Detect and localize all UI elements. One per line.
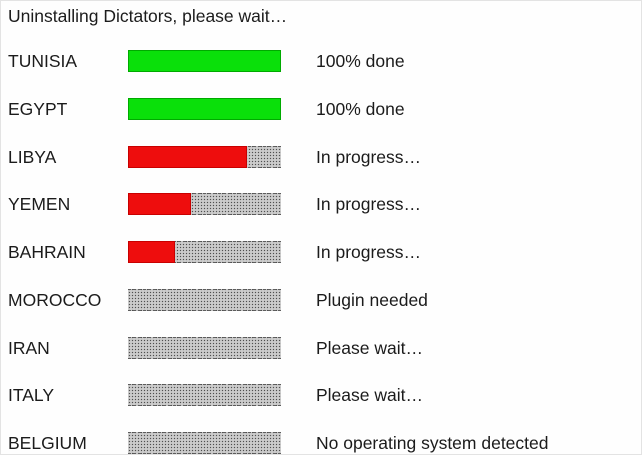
status-text: In progress… — [316, 194, 422, 215]
progress-bar-fill — [128, 193, 191, 216]
country-label: MOROCCO — [8, 289, 102, 310]
progress-bar — [128, 241, 281, 263]
progress-bar — [128, 288, 281, 311]
status-text: In progress… — [316, 146, 422, 167]
progress-row: ITALY Please wait… — [0, 384, 642, 407]
progress-bar-fill — [128, 50, 281, 72]
country-label: BAHRAIN — [8, 242, 86, 262]
progress-row: MOROCCO Plugin needed — [0, 288, 642, 311]
country-label: ITALY — [8, 385, 55, 406]
progress-bar — [128, 384, 281, 407]
page-title: Uninstalling Dictators, please wait… — [8, 6, 288, 26]
progress-row: IRAN Please wait… — [0, 336, 642, 359]
progress-bar-fill — [128, 241, 176, 263]
status-text: In progress… — [316, 242, 422, 262]
progress-bar-fill — [128, 97, 281, 120]
status-text: Please wait… — [316, 385, 423, 406]
status-text: No operating system detected — [316, 433, 549, 453]
country-label: EGYPT — [8, 98, 68, 119]
country-label: LIBYA — [8, 146, 57, 167]
progress-row: BAHRAIN In progress… — [0, 241, 642, 263]
progress-bar — [128, 193, 281, 216]
progress-row: TUNISIA 100% done — [0, 50, 642, 72]
progress-row: EGYPT 100% done — [0, 97, 642, 120]
progress-bar-fill — [128, 145, 248, 168]
country-label: TUNISIA — [8, 51, 78, 71]
progress-bar — [128, 97, 281, 120]
status-text: 100% done — [316, 51, 405, 71]
progress-row: YEMEN In progress… — [0, 193, 642, 216]
progress-row: BELGIUM No operating system detected — [0, 432, 642, 454]
country-label: YEMEN — [8, 194, 71, 215]
progress-bar — [128, 336, 281, 359]
country-label: IRAN — [8, 337, 50, 358]
progress-bar — [128, 145, 281, 168]
progress-row: LIBYA In progress… — [0, 145, 642, 168]
status-text: Please wait… — [316, 337, 423, 358]
status-text: Plugin needed — [316, 289, 428, 310]
progress-bar — [128, 50, 281, 72]
country-label: BELGIUM — [8, 433, 87, 453]
status-text: 100% done — [316, 98, 405, 119]
progress-bar — [128, 432, 281, 454]
